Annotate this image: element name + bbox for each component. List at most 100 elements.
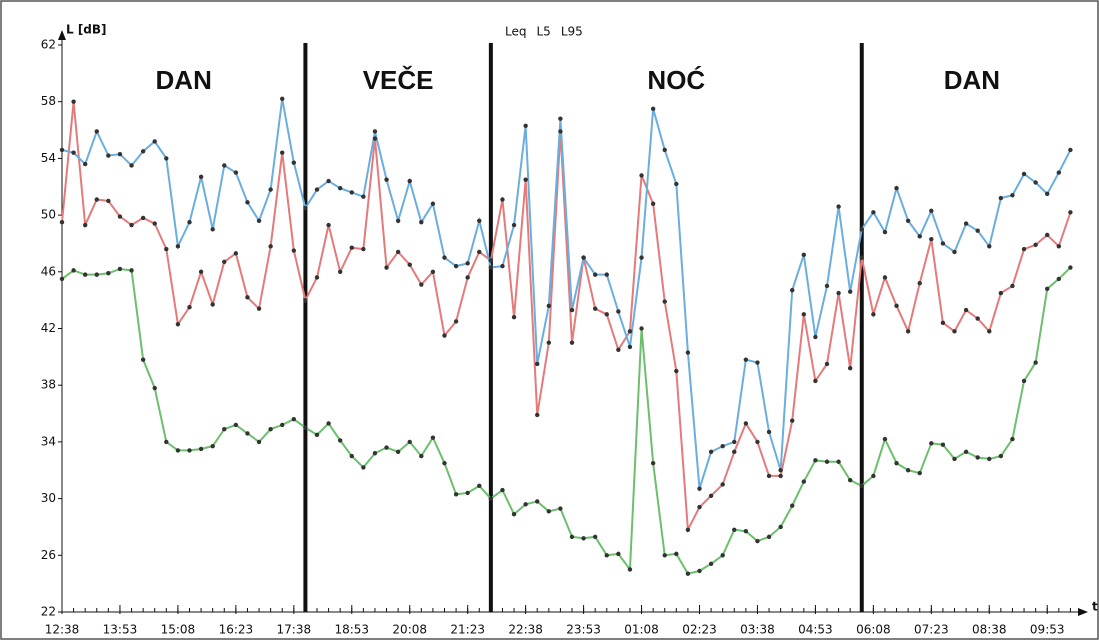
data-point	[535, 412, 540, 418]
data-point	[732, 449, 737, 455]
data-point	[59, 219, 65, 225]
data-point	[256, 439, 262, 445]
data-point	[963, 449, 969, 455]
data-point	[140, 149, 146, 154]
data-point	[337, 185, 343, 191]
data-point	[871, 312, 876, 317]
data-point	[1021, 171, 1027, 177]
x-tick-label: 12:38	[45, 623, 80, 637]
data-point	[407, 439, 412, 445]
data-point	[326, 178, 331, 184]
data-point	[535, 361, 540, 367]
data-point	[82, 222, 88, 228]
data-point	[442, 460, 447, 466]
x-tick-label: 07:23	[914, 623, 949, 637]
data-point	[847, 477, 853, 483]
y-tick-label: 34	[41, 434, 56, 448]
data-point	[117, 151, 123, 157]
data-point	[766, 534, 772, 540]
data-point	[59, 147, 65, 153]
data-point	[859, 255, 864, 260]
data-point	[419, 219, 424, 225]
x-tick-label: 04:53	[798, 623, 833, 637]
data-point	[1056, 276, 1062, 282]
data-point	[1045, 191, 1050, 197]
data-point	[674, 181, 679, 187]
data-point	[488, 265, 494, 270]
data-point	[372, 136, 378, 141]
data-point	[500, 487, 505, 493]
data-point	[233, 251, 239, 256]
y-tick-label: 58	[41, 94, 56, 108]
legend-entry: L5	[536, 25, 550, 39]
data-point	[569, 534, 575, 540]
data-point	[546, 509, 552, 514]
data-point	[175, 322, 181, 327]
data-point	[1068, 147, 1073, 153]
data-point	[929, 441, 934, 446]
data-point	[1045, 232, 1050, 238]
data-point	[697, 504, 702, 510]
y-arrow	[58, 30, 66, 40]
data-point	[650, 460, 656, 466]
y-tick-label: 26	[41, 548, 56, 562]
data-point	[256, 218, 262, 223]
data-point	[511, 222, 517, 228]
data-point	[361, 465, 366, 470]
data-point	[488, 496, 494, 501]
data-point	[697, 568, 702, 574]
data-point	[303, 297, 308, 303]
data-point	[662, 147, 667, 153]
period-label: DAN	[944, 65, 1000, 95]
data-point	[755, 538, 760, 544]
data-point	[685, 571, 691, 576]
data-point	[407, 262, 412, 267]
data-point	[952, 249, 957, 255]
data-point	[71, 268, 76, 273]
y-tick-label: 54	[41, 151, 56, 165]
data-point	[187, 219, 192, 225]
data-point	[280, 96, 285, 102]
data-point	[175, 244, 181, 249]
data-point	[894, 185, 899, 191]
data-point	[708, 449, 714, 455]
x-tick-label: 22:38	[508, 623, 543, 637]
data-point	[766, 473, 772, 479]
data-point	[674, 551, 679, 557]
data-point	[836, 204, 841, 209]
data-point	[813, 378, 818, 384]
data-point	[905, 468, 911, 473]
data-point	[256, 306, 262, 311]
data-point	[882, 229, 888, 235]
data-point	[1068, 265, 1073, 270]
data-point	[140, 215, 146, 221]
data-point	[314, 275, 320, 280]
x-tick-label: 03:38	[740, 623, 775, 637]
data-point	[824, 361, 830, 367]
data-point	[627, 567, 633, 572]
data-point	[535, 499, 540, 504]
data-point	[882, 275, 888, 280]
data-point	[395, 249, 401, 255]
data-point	[349, 453, 354, 459]
data-point	[465, 490, 470, 496]
data-point	[685, 527, 691, 532]
data-point	[581, 255, 586, 260]
data-point	[187, 448, 192, 453]
period-label: NOĆ	[647, 65, 705, 95]
data-point	[917, 470, 922, 476]
data-point	[291, 417, 297, 422]
data-point	[117, 266, 123, 272]
y-tick-label: 62	[41, 38, 56, 52]
data-point	[755, 360, 760, 365]
data-point	[963, 221, 969, 226]
data-point	[836, 459, 841, 464]
data-point	[523, 177, 528, 182]
data-point	[662, 299, 667, 304]
data-point	[511, 511, 517, 517]
data-point	[743, 529, 749, 534]
data-point	[743, 421, 749, 426]
data-point	[477, 249, 482, 255]
data-point	[419, 453, 424, 459]
data-point	[465, 275, 470, 280]
